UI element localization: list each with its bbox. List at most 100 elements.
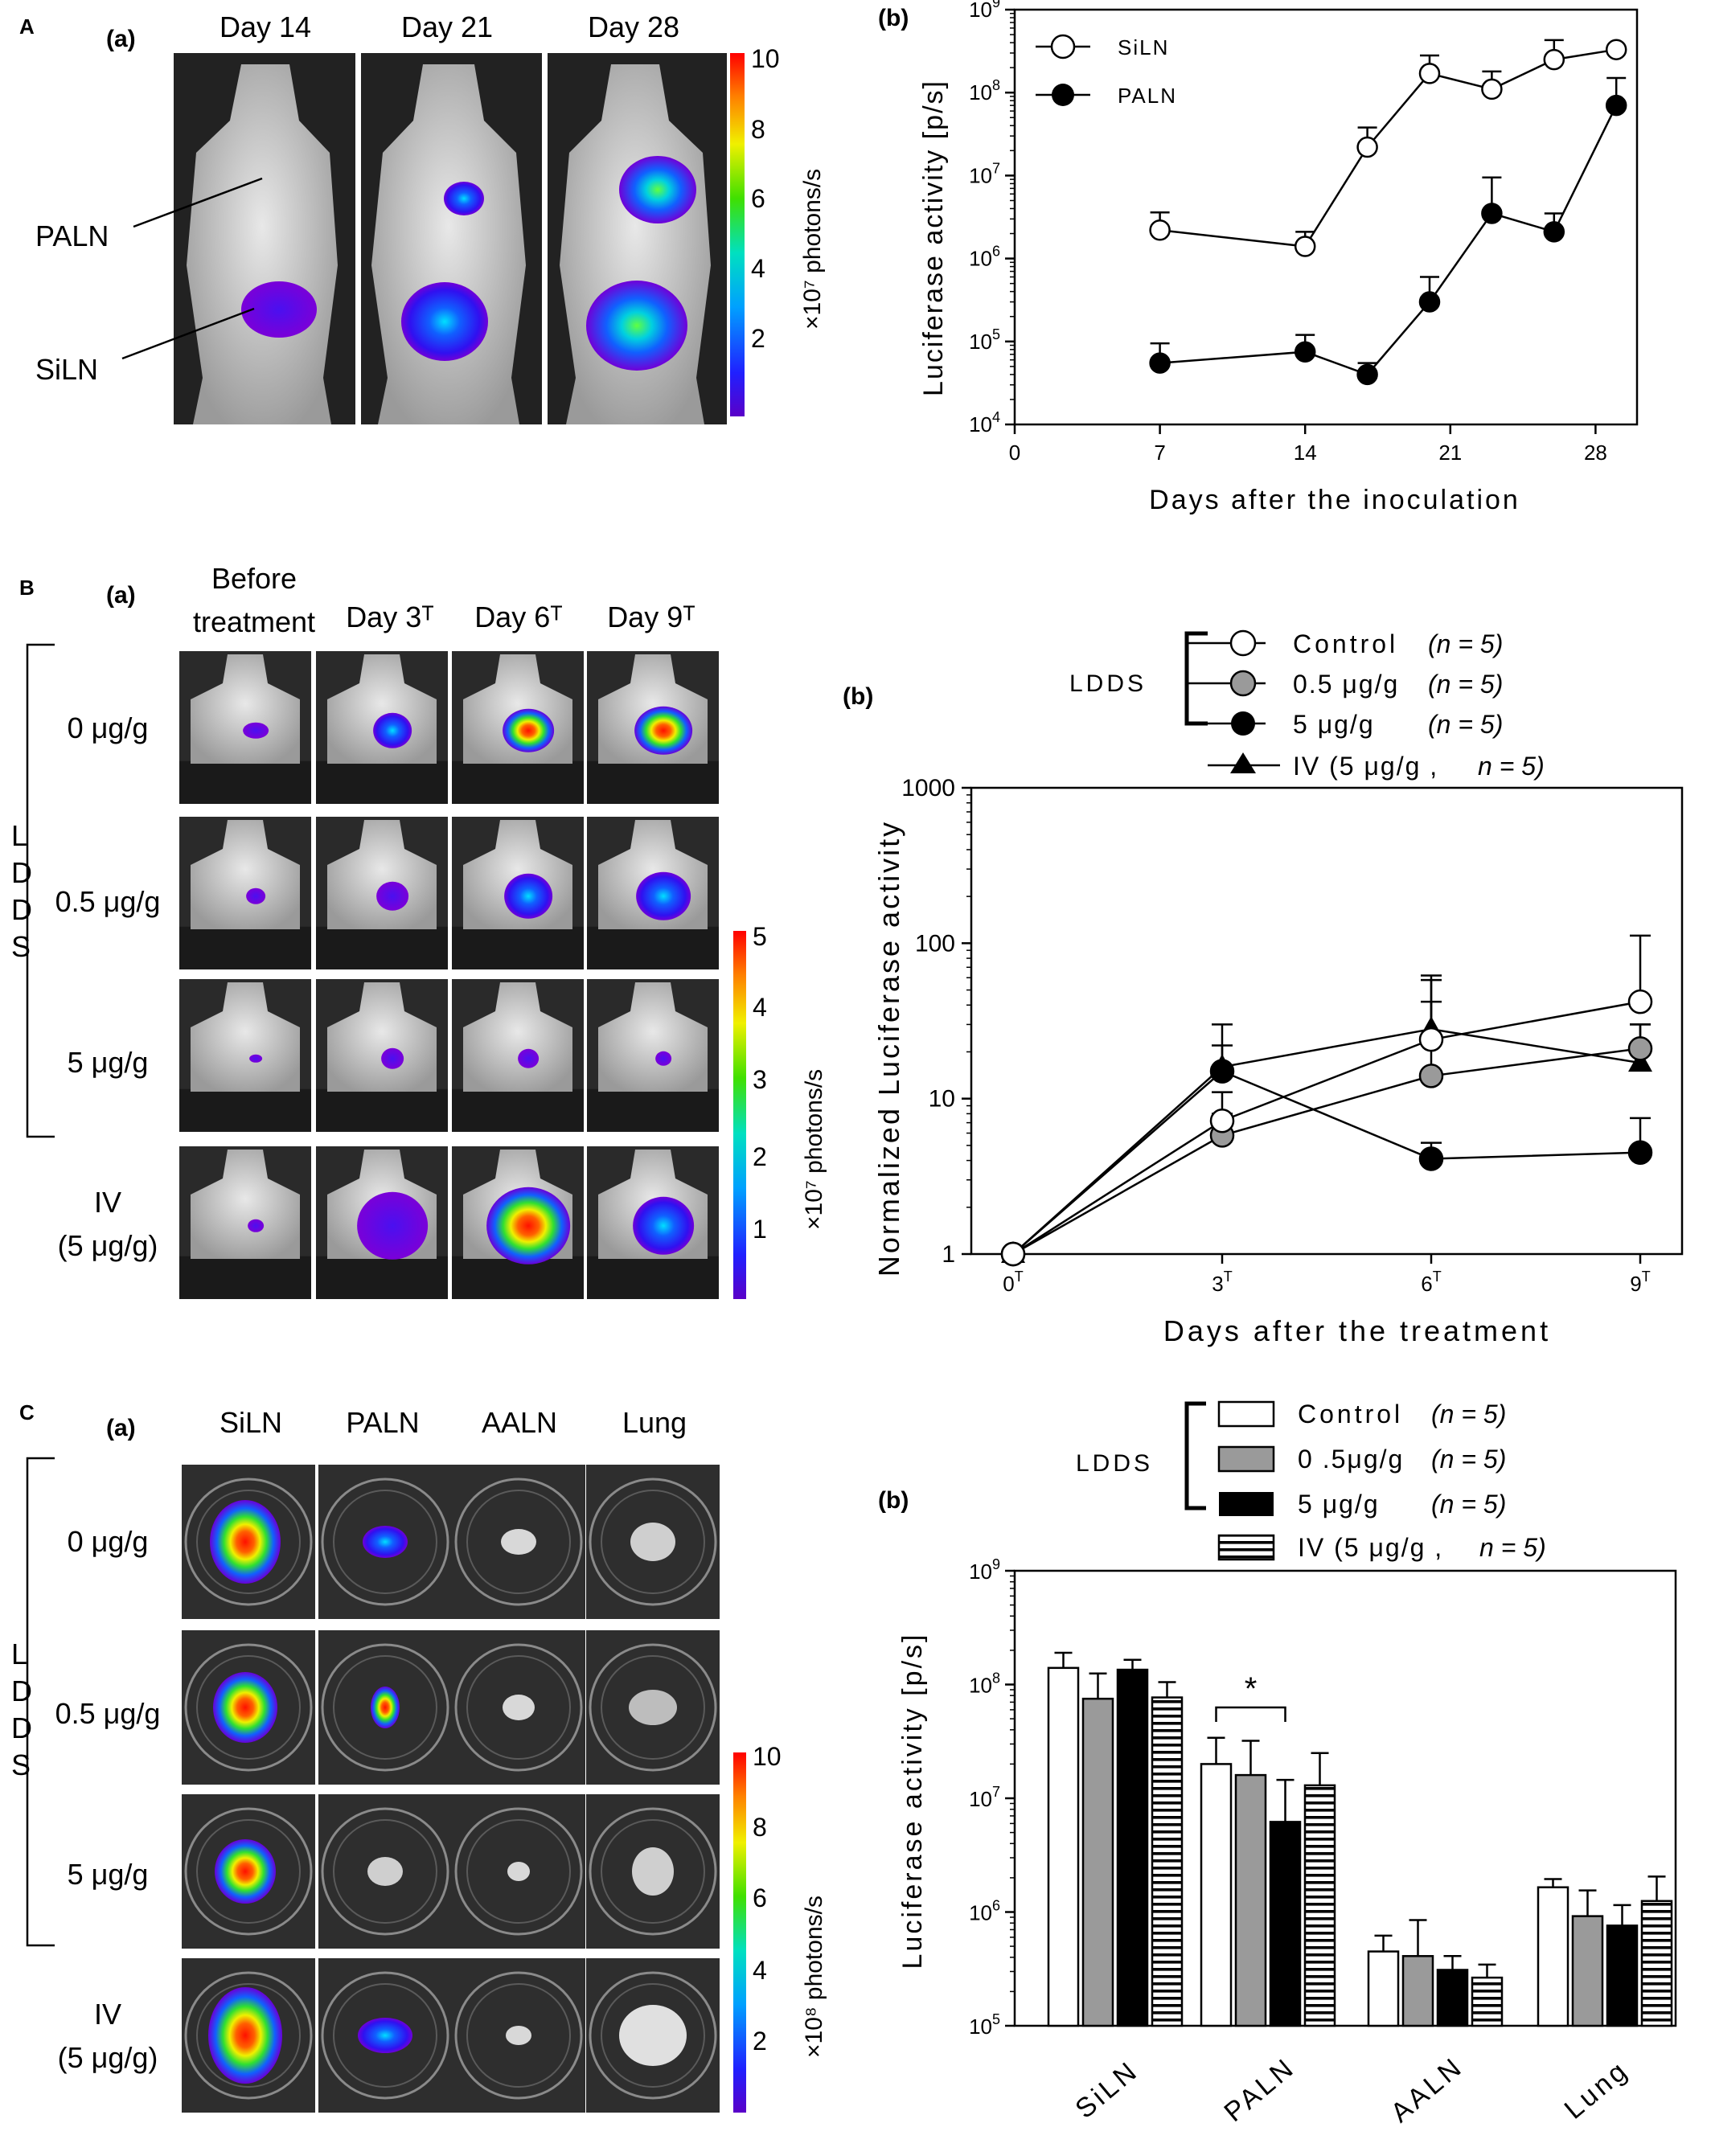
well-ring — [589, 1643, 717, 1772]
chart-C-b-legend: LDDS Control (n = 5) 0 .5μg/g (n = 5) 5 … — [1076, 1400, 1546, 1562]
siln-label: SiLN — [35, 353, 98, 386]
chart-A-b-frame — [1013, 8, 1639, 426]
panel-C-letter: C — [19, 1400, 35, 1424]
image-cell-shade — [587, 926, 719, 969]
legend-n-iv: n = 5) — [1478, 752, 1545, 781]
svg-text:S: S — [11, 1748, 31, 1781]
colorbar-B-tick: 4 — [753, 993, 767, 1022]
panel-A-day-21: Day 21 — [401, 10, 493, 43]
x-tick-label: 9T — [1630, 1269, 1650, 1296]
bioluminescence-signal — [504, 873, 553, 919]
y-tick-label: 108 — [969, 1670, 1000, 1698]
well-ring-inner — [601, 1819, 705, 1924]
organ-signal — [367, 1857, 403, 1886]
panel-B-a-label: (a) — [106, 582, 136, 609]
siln-signal-day-28 — [586, 281, 687, 371]
well-ring — [454, 1807, 583, 1936]
significance-bracket — [1215, 1706, 1286, 1722]
colorbar-B-tick: 5 — [753, 922, 767, 951]
bar-lung-1 — [1571, 1915, 1604, 2027]
chart-A-b-legend: SiLN PALN — [1036, 34, 1177, 108]
paln-label: PALN — [35, 219, 109, 252]
y-tick-label: 109 — [969, 0, 1000, 22]
well-ring — [454, 1643, 583, 1772]
panel-B-row-5: 5 μg/g — [68, 1046, 149, 1079]
mouse-silhouette — [191, 654, 300, 764]
chart-A-b-xlabel: Days after the inoculation — [1149, 485, 1520, 515]
colorbar-A: 10 8 6 4 2 ×10⁷ photons/s — [730, 44, 826, 416]
siln-pointer — [121, 307, 255, 360]
colorbar-B: 5 4 3 2 1 ×10⁷ photons/s — [733, 922, 827, 1299]
svg-text:D: D — [11, 856, 32, 889]
chart-A-b-label: (b) — [878, 5, 909, 31]
bar-siln-3 — [1151, 1696, 1184, 2027]
bioluminescence-signal — [357, 1191, 429, 1260]
well-ring-inner — [466, 1655, 571, 1760]
organ-signal — [629, 1690, 677, 1725]
data-point — [1627, 1036, 1653, 1061]
bar-lung-2 — [1606, 1924, 1639, 2027]
organ-signal — [630, 1523, 675, 1561]
image-cell-shade — [452, 926, 584, 969]
well-ring-inner — [333, 1983, 437, 2088]
bioluminescence-signal — [249, 1054, 263, 1063]
legend-marker-paln — [1052, 84, 1074, 106]
legend-n-5-C: (n = 5) — [1431, 1490, 1506, 1519]
well-ring-inner — [333, 1655, 437, 1760]
bioluminescence-signal — [518, 1048, 540, 1068]
colorbar-C-tick: 10 — [753, 1742, 782, 1771]
siln-signal-day-21 — [401, 282, 488, 361]
mouse-silhouette — [463, 982, 572, 1092]
well-ring — [589, 1478, 717, 1606]
well-ring — [321, 1971, 449, 2100]
data-point — [1418, 1146, 1444, 1171]
colorbar-B-unit: ×10⁷ photons/s — [801, 1069, 827, 1230]
x-category-label: PALN — [1219, 2051, 1302, 2128]
panel-C-row-5: 5 μg/g — [68, 1858, 149, 1891]
panel-B-row-iv-2: (5 μg/g) — [58, 1229, 158, 1262]
colorbar-C-tick: 2 — [753, 2027, 767, 2056]
legend-label-paln: PALN — [1118, 84, 1177, 108]
mouse-silhouette — [327, 982, 437, 1092]
mouse-image-day-21 — [361, 53, 542, 424]
bioluminescence-signal — [246, 887, 266, 904]
bar-paln-2 — [1269, 1821, 1302, 2027]
siln-signal-day-14 — [241, 281, 317, 338]
data-point — [1627, 1140, 1653, 1165]
data-point — [1418, 1064, 1444, 1088]
image-cell-shade — [316, 1256, 448, 1299]
well-ring — [454, 1971, 583, 2100]
colorbar-C: 10 8 6 4 2 ×10⁸ photons/s — [733, 1742, 827, 2113]
series-line — [1012, 1047, 1641, 1256]
panel-B-letter: B — [19, 576, 35, 600]
well-ring — [321, 1807, 449, 1936]
panel-C-row-0: 0 μg/g — [68, 1525, 149, 1558]
bar-siln-1 — [1081, 1697, 1114, 2027]
bar-paln-1 — [1234, 1773, 1267, 2027]
well-ring-inner — [196, 1819, 301, 1924]
svg-text:D: D — [11, 1674, 32, 1707]
legend-label-iv-C: IV (5 μg/g , — [1298, 1533, 1443, 1562]
image-cell-shade — [179, 926, 311, 969]
y-tick-label: 109 — [969, 1556, 1000, 1584]
x-tick-label: 6T — [1421, 1269, 1441, 1296]
legend-bracket-C — [1184, 1401, 1206, 1510]
legend-swatch-control — [1217, 1400, 1275, 1428]
data-point-siln — [1605, 39, 1627, 60]
bioluminescence-signal — [486, 1187, 571, 1264]
y-tick-label: 100 — [915, 930, 955, 957]
y-tick-label: 106 — [969, 244, 1000, 271]
panel-C-col-aaln: AALN — [482, 1406, 557, 1439]
chart-B-b: (b) Normalized Luciferase activity Days … — [843, 629, 1684, 1347]
bioluminescence-signal — [634, 706, 693, 755]
panel-C-col-siln: SiLN — [220, 1406, 282, 1439]
data-point-siln — [1294, 236, 1316, 257]
panel-C-col-paln: PALN — [346, 1406, 419, 1439]
colorbar-A-tick: 6 — [751, 184, 765, 213]
x-tick-label: 28 — [1584, 441, 1607, 465]
image-cell-shade — [179, 1088, 311, 1132]
x-tick-label: 14 — [1294, 441, 1317, 465]
legend-label-5: 5 μg/g — [1293, 710, 1375, 739]
well-ring-inner — [196, 1983, 301, 2088]
svg-text:L: L — [11, 819, 27, 852]
